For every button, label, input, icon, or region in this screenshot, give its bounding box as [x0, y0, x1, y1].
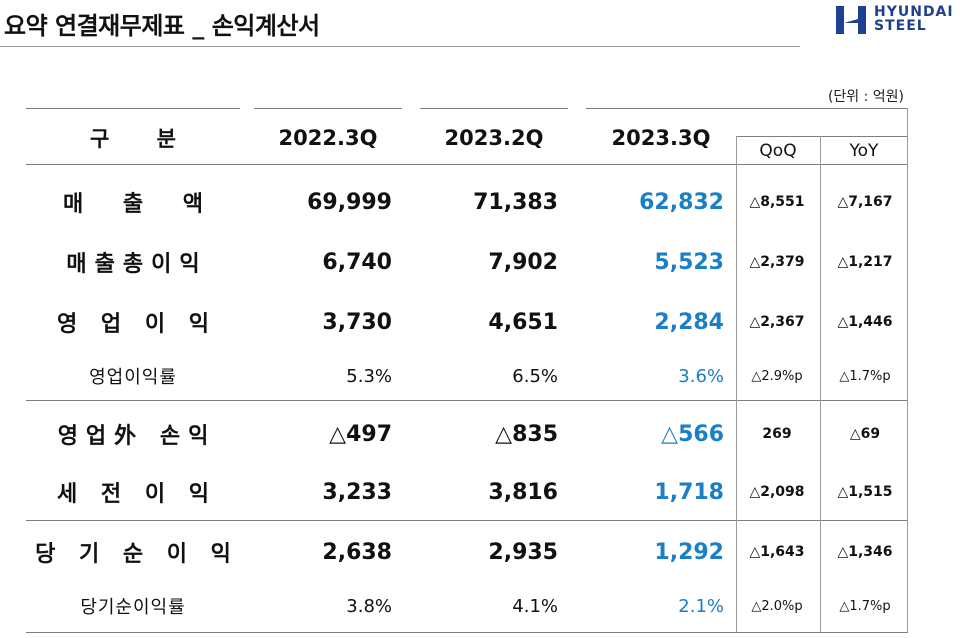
value-2023-2q: 3,816	[488, 479, 558, 505]
value-2022-3q: 3,233	[322, 479, 392, 505]
value-2023-3q: 1,718	[654, 479, 724, 505]
value-yoy: △1.7%p	[839, 598, 891, 614]
value-2023-3q: 3.6%	[678, 365, 724, 387]
value-yoy: △1,446	[837, 314, 893, 330]
logo-line-1: HYUNDAI	[874, 4, 954, 20]
header-label: 구 분	[90, 127, 196, 151]
table-top-rule-col1	[254, 108, 402, 109]
change-header-rule	[736, 136, 908, 137]
logo-line-2: STEEL	[874, 18, 927, 34]
row-label: 영 업 이 익	[57, 312, 217, 337]
value-2022-3q: △497	[329, 421, 392, 447]
value-2023-3q: 5,523	[654, 249, 724, 275]
value-2023-2q: 4,651	[488, 309, 558, 335]
row-label: 당 기 순 이 익	[35, 542, 239, 567]
hyundai-steel-h-icon	[836, 6, 866, 34]
value-yoy: △1,515	[837, 484, 893, 500]
header-col-2023-3q: 2023.3Q	[611, 126, 711, 150]
value-2022-3q: 2,638	[322, 539, 392, 565]
header-yoy: YoY	[849, 141, 879, 161]
header-bottom-rule	[26, 164, 908, 165]
logo-wordmark: HYUNDAI STEEL	[874, 5, 954, 33]
value-2023-3q: △566	[661, 421, 724, 447]
header-col-2023-2q: 2023.2Q	[444, 126, 544, 150]
qoq-left-border	[736, 136, 737, 632]
value-2023-2q: △835	[495, 421, 558, 447]
value-2023-3q: 2.1%	[678, 595, 724, 617]
value-yoy: △1.7%p	[839, 368, 891, 384]
hyundai-steel-logo: HYUNDAI STEEL	[834, 2, 958, 38]
value-2023-3q: 62,832	[639, 189, 724, 215]
value-2022-3q: 6,740	[322, 249, 392, 275]
value-2022-3q: 3,730	[322, 309, 392, 335]
value-qoq: △8,551	[749, 194, 805, 210]
title-divider	[0, 46, 800, 47]
value-2023-2q: 2,935	[488, 539, 558, 565]
page-title: 요약 연결재무제표 _ 손익계산서	[4, 12, 320, 40]
table-top-rule-label	[26, 108, 240, 109]
unit-note: (단위 : 억원)	[827, 89, 904, 105]
row-label: 영업이익률	[89, 367, 177, 388]
table-bottom-rule	[26, 632, 908, 633]
value-qoq: △2.9%p	[751, 368, 803, 384]
qoq-yoy-divider	[820, 136, 821, 632]
row-label: 영업外 손익	[57, 424, 217, 449]
value-qoq: 269	[762, 426, 792, 442]
table-top-rule-col2	[420, 108, 568, 109]
value-2023-2q: 6.5%	[512, 365, 558, 387]
yoy-right-border	[907, 108, 908, 632]
value-qoq: △2,379	[749, 254, 805, 270]
value-qoq: △2,367	[749, 314, 805, 330]
header-qoq: QoQ	[759, 141, 797, 161]
value-2023-2q: 7,902	[488, 249, 558, 275]
value-qoq: △2.0%p	[751, 598, 803, 614]
value-2022-3q: 3.8%	[346, 595, 392, 617]
value-yoy: △1,346	[837, 544, 893, 560]
value-2022-3q: 69,999	[307, 189, 392, 215]
header-col-2022-3q: 2022.3Q	[278, 126, 378, 150]
section-rule-1	[26, 400, 908, 401]
value-2023-3q: 2,284	[654, 309, 724, 335]
value-2023-3q: 1,292	[654, 539, 724, 565]
value-yoy: △69	[849, 426, 881, 442]
table-top-rule-col3	[586, 108, 908, 109]
section-rule-2	[26, 520, 908, 521]
value-2022-3q: 5.3%	[346, 365, 392, 387]
row-label: 매 출 액	[62, 192, 220, 217]
value-2023-2q: 71,383	[473, 189, 558, 215]
row-label: 당기순이익률	[80, 597, 186, 618]
row-label: 매출총이익	[66, 252, 208, 277]
value-yoy: △1,217	[837, 254, 893, 270]
value-yoy: △7,167	[837, 194, 893, 210]
value-2023-2q: 4.1%	[512, 595, 558, 617]
row-label: 세 전 이 익	[57, 482, 217, 507]
value-qoq: △2,098	[749, 484, 805, 500]
value-qoq: △1,643	[749, 544, 805, 560]
